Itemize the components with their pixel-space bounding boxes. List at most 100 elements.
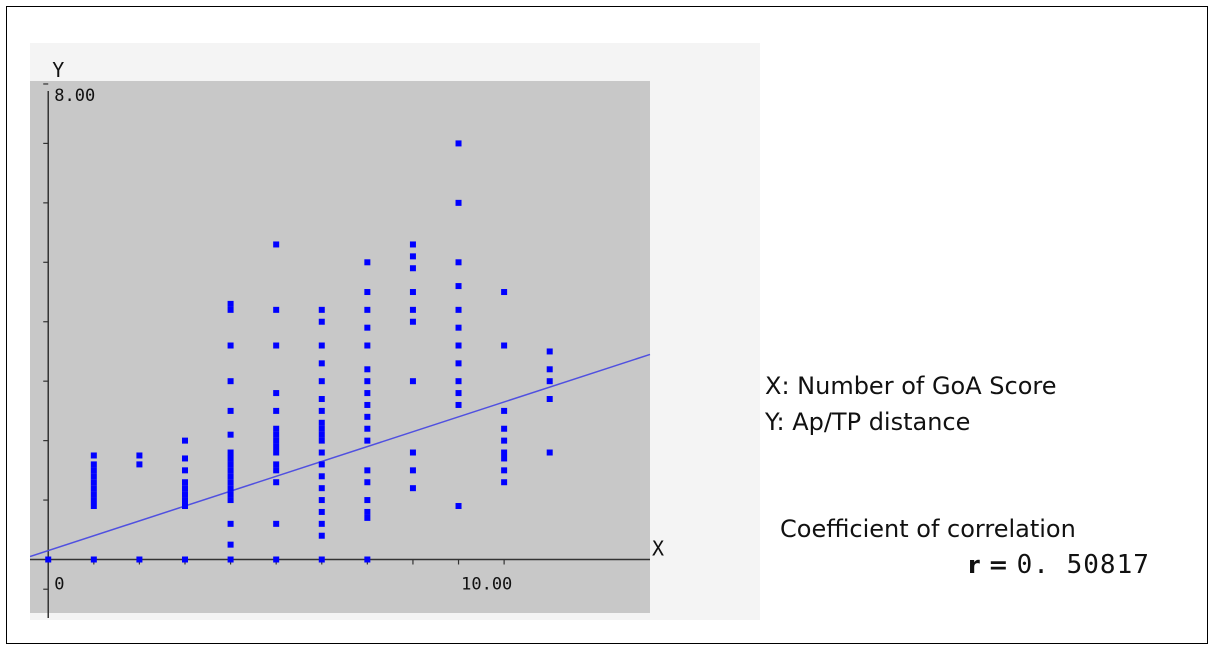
data-point-5 [90, 485, 97, 492]
data-point-72 [318, 360, 325, 367]
data-point-21 [182, 455, 188, 462]
data-point-37 [227, 378, 234, 385]
data-point-70 [318, 396, 325, 403]
data-point-26 [227, 497, 234, 504]
y-axis-label: Y [52, 58, 64, 82]
correlation-label: r = [968, 551, 1017, 579]
data-point-85 [364, 401, 371, 408]
data-point-124 [501, 289, 508, 296]
data-point-96 [409, 449, 416, 456]
x-tick-label-0: 0 [54, 575, 64, 595]
data-point-121 [501, 425, 508, 432]
data-point-28 [227, 485, 234, 492]
data-point-111 [455, 306, 462, 313]
data-point-71 [318, 378, 325, 385]
data-point-47 [273, 443, 280, 450]
data-point-23 [227, 556, 234, 563]
axis-ticks [43, 83, 505, 590]
y-description: Y: Ap/TP distance [765, 408, 971, 436]
data-point-29 [227, 479, 234, 486]
data-points [45, 140, 553, 563]
data-point-7 [90, 473, 97, 480]
data-point-125 [546, 449, 553, 456]
correlation-title: Coefficient of correlation [780, 515, 1076, 543]
data-point-101 [409, 265, 416, 272]
data-point-57 [318, 532, 325, 539]
data-point-103 [409, 241, 416, 248]
data-point-3 [90, 497, 97, 504]
data-point-99 [409, 306, 416, 313]
data-point-0 [45, 556, 52, 563]
data-point-126 [546, 396, 553, 403]
data-point-100 [409, 289, 416, 296]
data-point-2 [90, 503, 97, 510]
data-point-15 [182, 503, 188, 510]
data-point-52 [273, 390, 280, 397]
data-point-43 [273, 479, 280, 486]
data-point-19 [182, 479, 188, 486]
data-point-117 [501, 467, 508, 474]
data-point-109 [455, 342, 462, 349]
data-point-79 [364, 497, 371, 504]
data-point-74 [318, 318, 325, 325]
data-point-40 [227, 300, 234, 307]
data-point-116 [501, 479, 508, 486]
data-point-46 [273, 449, 280, 456]
data-point-123 [501, 342, 508, 349]
data-point-31 [227, 467, 234, 474]
data-point-92 [364, 289, 371, 296]
data-point-27 [227, 491, 234, 498]
data-point-17 [182, 491, 188, 498]
data-point-83 [364, 425, 371, 432]
data-point-9 [90, 461, 97, 468]
data-point-67 [318, 425, 325, 432]
data-point-114 [455, 199, 462, 206]
data-point-36 [227, 407, 234, 414]
data-point-42 [273, 520, 280, 527]
data-point-107 [455, 378, 462, 385]
data-point-51 [273, 407, 280, 414]
data-point-34 [227, 449, 234, 456]
data-point-49 [273, 431, 280, 438]
data-point-81 [364, 467, 371, 474]
data-point-20 [182, 467, 188, 474]
data-point-38 [227, 342, 234, 349]
correlation-value: 0. 50817 [1016, 550, 1150, 580]
scatter-chart: Y X 8.00 0 10.00 [30, 58, 664, 618]
data-point-120 [501, 437, 508, 444]
data-point-56 [318, 556, 325, 563]
data-point-13 [136, 452, 143, 459]
data-point-75 [318, 306, 325, 313]
data-point-78 [364, 508, 371, 515]
data-point-4 [90, 491, 97, 498]
data-point-62 [318, 473, 325, 480]
data-point-80 [364, 479, 371, 486]
data-point-61 [318, 485, 325, 492]
data-point-97 [409, 378, 416, 385]
data-point-55 [273, 241, 280, 248]
y-tick-label-top: 8.00 [54, 86, 95, 106]
data-point-89 [364, 342, 371, 349]
data-point-25 [227, 520, 234, 527]
data-point-112 [455, 283, 462, 290]
data-point-86 [364, 390, 371, 397]
data-point-50 [273, 425, 280, 432]
data-point-98 [409, 318, 416, 325]
data-point-66 [318, 431, 325, 438]
data-point-94 [409, 485, 416, 492]
axis-description: X: Number of GoA Score Y: Ap/TP distance [765, 368, 1185, 440]
data-point-73 [318, 342, 325, 349]
data-point-33 [227, 455, 234, 462]
data-point-44 [273, 467, 280, 474]
data-point-53 [273, 342, 280, 349]
data-point-64 [318, 449, 325, 456]
data-point-45 [273, 461, 280, 468]
data-point-129 [546, 348, 553, 355]
data-point-60 [318, 497, 325, 504]
data-point-69 [318, 407, 325, 414]
data-point-119 [501, 449, 508, 456]
regression-line [30, 353, 651, 558]
data-point-88 [364, 366, 371, 373]
data-point-108 [455, 360, 462, 367]
data-point-11 [136, 556, 143, 563]
